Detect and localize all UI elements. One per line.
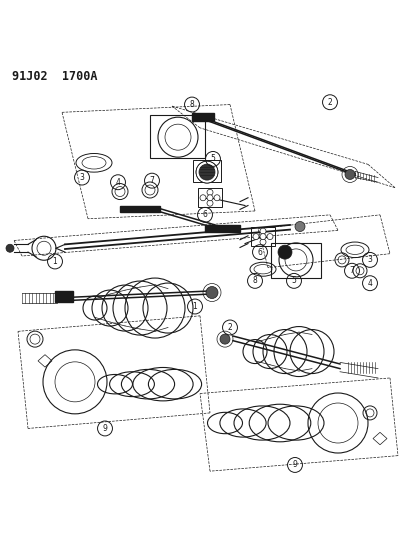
Text: 3: 3 [79,173,84,182]
Text: 4: 4 [115,177,120,187]
Bar [120,206,159,212]
Bar [192,113,214,121]
Text: 2: 2 [227,323,232,332]
Text: 1: 1 [52,257,57,266]
Text: 6: 6 [202,211,207,220]
Bar [204,225,240,232]
Bar [55,291,73,302]
Circle shape [199,164,214,180]
Text: 8: 8 [189,100,194,109]
Circle shape [259,228,266,234]
Text: 9: 9 [102,424,107,433]
Bar [250,227,274,246]
Text: 4: 4 [367,279,372,288]
Bar [150,116,204,158]
Text: 1: 1 [192,302,197,311]
Circle shape [6,244,14,252]
Circle shape [277,245,291,259]
Text: 7: 7 [149,176,154,185]
Circle shape [266,233,272,240]
Bar [271,243,320,278]
Text: 5: 5 [291,277,296,285]
Circle shape [344,169,354,180]
Circle shape [206,287,218,298]
Text: 2: 2 [327,98,332,107]
Circle shape [195,161,218,183]
Circle shape [206,200,212,206]
Circle shape [252,233,259,240]
Text: 91J02  1700A: 91J02 1700A [12,70,98,83]
Circle shape [206,189,212,195]
Circle shape [199,195,206,201]
Circle shape [214,195,219,201]
Text: 6: 6 [257,248,262,256]
Text: 5: 5 [210,155,215,164]
Text: 7: 7 [349,266,354,275]
Circle shape [259,239,266,245]
Bar [192,160,221,182]
Text: 3: 3 [367,255,372,264]
Circle shape [206,195,212,201]
Circle shape [219,334,230,344]
Text: 9: 9 [292,461,297,470]
Circle shape [294,222,304,231]
Bar [197,189,221,207]
Circle shape [259,233,266,240]
Text: 8: 8 [252,277,257,285]
